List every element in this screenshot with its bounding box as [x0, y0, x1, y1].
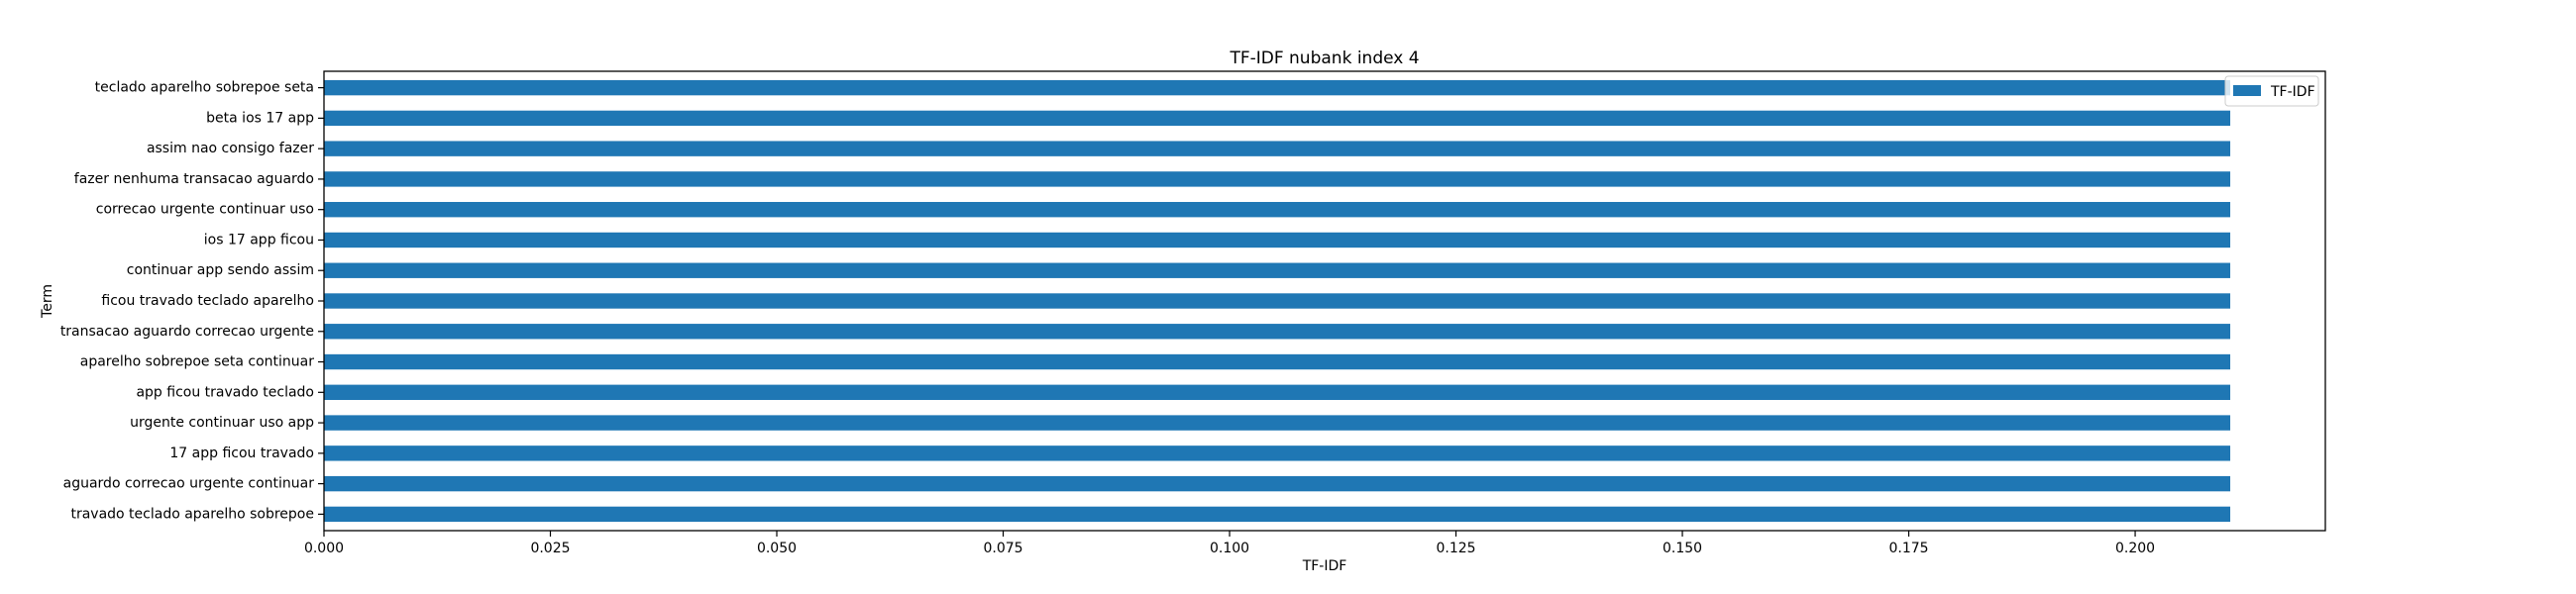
- y-tick-label: fazer nenhuma transacao aguardo: [74, 171, 314, 187]
- legend-entry-label: TF-IDF: [2270, 84, 2315, 100]
- x-tick-label: 0.050: [757, 541, 797, 556]
- x-tick-label: 0.075: [983, 541, 1022, 556]
- bars-layer: [324, 79, 2231, 523]
- y-tick-label: transacao aguardo correcao urgente: [60, 324, 314, 340]
- bar: [324, 506, 2231, 523]
- y-tick-label: assim nao consigo fazer: [147, 141, 314, 156]
- y-tick-label: app ficou travado teclado: [136, 384, 314, 400]
- x-tick-label: 0.100: [1210, 541, 1249, 556]
- bar: [324, 110, 2231, 127]
- bar: [324, 415, 2231, 431]
- y-tick-label: aguardo correcao urgente continuar: [63, 476, 315, 492]
- bar: [324, 202, 2231, 218]
- bar: [324, 446, 2231, 461]
- bar: [324, 171, 2231, 187]
- y-axis-label: Term: [40, 284, 55, 319]
- legend: TF-IDF: [2224, 75, 2319, 107]
- legend-swatch: [2233, 85, 2261, 96]
- x-tick-label: 0.150: [1663, 541, 1702, 556]
- y-tick-label: teclado aparelho sobrepoe seta: [95, 80, 314, 96]
- x-tick-label: 0.200: [2115, 541, 2155, 556]
- bar: [324, 475, 2231, 492]
- y-axis-ticks: teclado aparelho sobrepoe seta beta ios 1…: [60, 80, 324, 522]
- legend-box: [2224, 75, 2319, 107]
- bar: [324, 79, 2231, 96]
- plot-area-frame: [323, 70, 2326, 532]
- x-axis-ticks: 0.000 0.025 0.050 0.075 0.100 0.125 0.150 0.175…: [304, 531, 2155, 556]
- bar: [324, 262, 2231, 278]
- y-tick-label: correcao urgente continuar uso: [96, 202, 314, 218]
- x-tick-label: 0.175: [1889, 541, 1929, 556]
- bar: [324, 353, 2231, 370]
- x-tick-label: 0.025: [530, 541, 570, 556]
- bar: [324, 232, 2231, 248]
- chart-title: TF-IDF nubank index 4: [1229, 49, 1419, 68]
- y-tick-label: 17 app ficou travado: [169, 446, 314, 461]
- bar: [324, 141, 2231, 156]
- x-axis-label: TF-IDF: [1302, 558, 1347, 574]
- y-tick-label: beta ios 17 app: [206, 110, 314, 126]
- bar: [324, 324, 2231, 340]
- bar: [324, 293, 2231, 309]
- y-tick-label: continuar app sendo assim: [127, 262, 314, 278]
- bar: [324, 384, 2231, 400]
- y-tick-label: aparelho sobrepoe seta continuar: [80, 354, 314, 370]
- y-tick-label: ficou travado teclado aparelho: [101, 293, 314, 309]
- y-tick-label: urgente continuar uso app: [130, 415, 314, 431]
- x-tick-label: 0.000: [304, 541, 344, 556]
- x-tick-label: 0.125: [1436, 541, 1475, 556]
- y-tick-label: travado teclado aparelho sobrepoe: [70, 506, 314, 522]
- y-tick-label: ios 17 app ficou: [204, 232, 314, 248]
